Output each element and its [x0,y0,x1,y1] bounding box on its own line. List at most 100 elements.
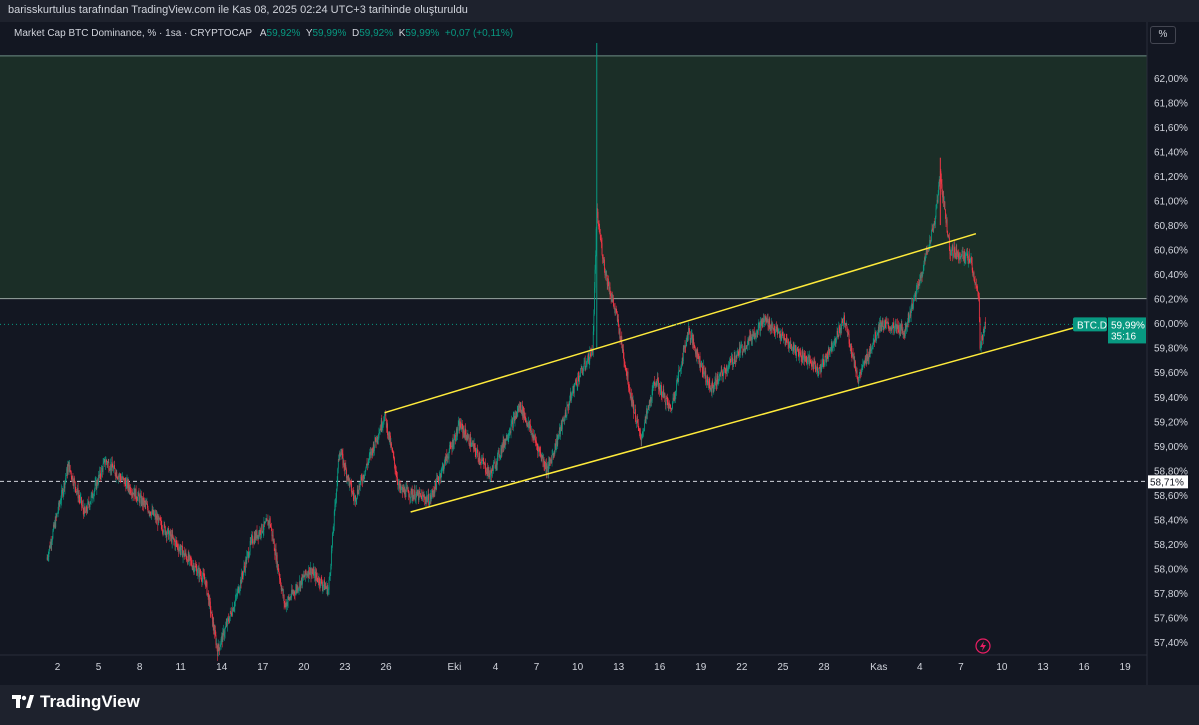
candle-body [744,341,746,350]
candle-body [298,589,299,591]
candle-body [354,495,356,499]
candle-body [740,345,742,347]
open-label: A [259,28,267,39]
candle-body [723,371,724,377]
candle-body [309,572,311,575]
candle-body [367,464,368,466]
candle-body [370,451,372,456]
tradingview-logo[interactable]: TradingView [12,692,140,712]
candle-body [719,372,721,375]
candle-body [471,443,473,447]
candle-body [493,463,494,471]
candle-body [94,483,96,490]
candle-body [662,389,664,393]
candle-body [964,251,966,260]
candle-body [946,219,948,233]
candle-body [469,437,471,447]
candle-body [483,463,485,465]
candle-body [64,480,66,489]
candle-body [508,433,510,435]
candle-body [148,511,150,513]
candle-body [564,412,566,420]
candle-body [615,308,617,312]
candle-body [647,409,648,414]
candle-body [424,499,426,503]
candle-body [392,452,394,456]
candle-body [279,578,281,581]
candle-body [242,571,244,577]
candle-body [477,452,479,459]
candle-body [490,470,491,475]
candle-body [737,349,739,354]
candle-body [946,219,947,223]
candle-body [490,470,492,473]
candle-body [505,438,507,441]
chart-credit: barisskurtulus tarafından TradingView.co… [8,4,468,16]
candle-body [957,251,959,254]
candle-body [86,506,87,512]
candle-body [808,355,809,358]
candle-body [403,487,405,492]
candle-body [919,280,921,286]
candle-body [237,586,239,590]
candle-body [580,367,582,369]
candle-body [917,286,918,288]
candle-body [323,580,325,586]
candle-body [536,445,538,447]
candle-body [119,474,121,478]
x-tick-label: 28 [818,662,830,673]
candle-body [624,365,626,367]
candle-body [760,320,761,331]
candle-body [83,510,85,517]
candle-body [485,471,487,474]
candle-body [166,533,168,537]
candle-body [380,420,382,430]
candle-body [195,566,197,568]
candle-body [951,249,953,252]
candle-body [934,217,936,225]
candle-body [616,313,618,322]
candle-body [334,504,336,512]
candle-body [147,503,148,508]
candle-body [312,569,314,574]
candle-body [862,362,864,364]
candle-body [330,565,332,573]
candle-body [180,550,182,553]
candle-body [474,446,476,452]
candle-body [653,381,655,385]
candle-body [774,331,776,334]
candle-body [444,460,445,467]
high-value: 59,99% [312,28,347,39]
candle-body [523,412,525,419]
candle-body [689,329,691,332]
candle-body [688,327,689,336]
candle-body [229,611,231,617]
candle-body [867,356,869,361]
candle-body [704,370,706,374]
candle-body [146,503,148,505]
candle-body [861,370,863,374]
candle-body [571,393,573,395]
candle-body [158,515,160,519]
candle-body [430,495,432,499]
candle-body [758,322,760,324]
candle-body [374,437,376,447]
y-tick-label: 61,80% [1154,99,1188,110]
percent-scale-button[interactable]: % [1150,26,1176,44]
lightning-icon[interactable] [975,638,991,654]
candle-body [221,635,223,642]
candle-body [479,462,481,463]
candle-body [695,350,697,354]
candle-body [182,546,183,558]
candle-body [655,382,657,386]
candle-body [348,475,350,479]
candle-body [160,520,162,521]
candle-body [421,495,423,501]
candle-body [206,580,207,582]
candle-body [780,333,781,339]
candle-body [163,532,164,533]
candle-body [887,321,889,326]
candle-body [903,332,904,335]
candle-body [324,580,325,590]
candle-body [429,495,431,500]
